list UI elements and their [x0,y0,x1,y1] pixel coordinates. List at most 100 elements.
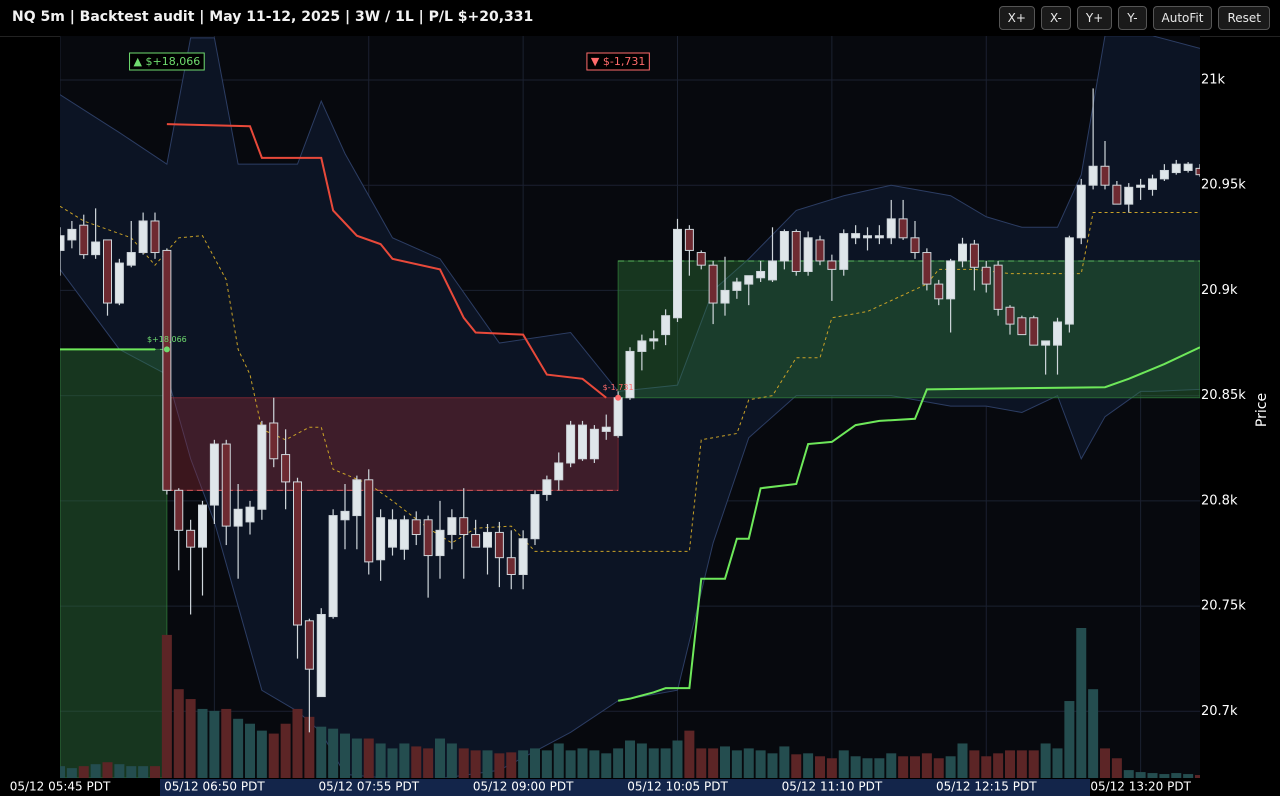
candle-body [399,519,409,550]
trade-marker [615,394,622,401]
candle-body [661,315,671,336]
volume-bar [1111,758,1122,778]
candle-body [281,454,291,483]
volume-bar [755,750,766,778]
candle-body [768,260,777,281]
trade-label-box [129,52,205,71]
candle-body [376,517,386,561]
y-tick-label: 21k [1201,72,1226,87]
candle-body [625,350,635,399]
volume-bar [292,708,303,778]
trade-zone [617,260,1200,399]
candle-body [637,340,647,352]
volume-bar [826,758,837,778]
candle-body [1017,317,1027,336]
volume-bar [815,756,825,778]
toolbar-button[interactable]: Y- [1118,6,1147,30]
candle-body [1041,340,1051,346]
candle-body [1136,184,1146,188]
candle-body [1076,184,1086,239]
candle-body [744,275,754,285]
overlay-line [166,123,607,399]
volume-bar [185,699,196,778]
candle-body [993,264,1003,310]
candle-body [186,529,196,548]
candle-body [518,538,528,576]
volume-bar [993,753,1004,778]
volume-bar [613,748,624,778]
volume-bar [446,743,457,778]
x-tick-label: 05/12 12:15 PDT [936,780,1037,794]
volume-bar [1016,750,1027,778]
volume-bar [1135,772,1146,778]
candle-body [138,220,148,254]
volume-bar [981,756,992,778]
volume-bar [387,748,398,778]
volume-bar [803,753,814,778]
candle-body [423,519,433,557]
volume-bar [1028,750,1039,778]
volume-bar [708,748,719,778]
candle-body [542,479,552,496]
candle-body [589,428,599,460]
band-line [60,269,1200,778]
volume-bar [779,746,790,778]
volume-bar [838,750,849,778]
candle-body [221,443,231,527]
volume-bar [791,754,802,778]
volume-bar [340,733,350,778]
volume-bar [886,753,897,778]
candle-body [910,237,920,254]
trade-label-box [586,52,650,71]
volume-bar [399,743,410,778]
candle-body [1053,321,1062,346]
volume-bar [933,758,944,778]
volume-bar [60,766,65,778]
toolbar-button[interactable]: AutoFit [1152,6,1213,30]
volume-bar [553,743,564,778]
trade-label: ▼ $-1,731 [591,55,645,68]
volume-bar [625,740,635,778]
volume-bar [945,756,956,778]
volume-bar [78,766,89,778]
toolbar-button[interactable]: X- [1040,6,1071,30]
candle-body [1183,163,1193,171]
candle-body [969,243,979,268]
volume-bar [161,634,172,778]
x-tick-label: 05/12 05:45 PDT [10,780,111,794]
candle-body [874,235,884,239]
trade-marker-label: $-1,731 [603,383,634,392]
toolbar-button[interactable]: Reset [1218,6,1270,30]
volume-bar [1040,743,1051,778]
candle-body [946,260,956,300]
volume-bar [245,723,255,778]
candle-body [839,233,849,270]
volume-bar [518,750,529,778]
volume-bar [363,738,374,778]
candle-body [827,260,837,270]
volume-bar [173,689,184,778]
candle-body [815,239,825,262]
x-tick-label: 05/12 09:00 PDT [473,780,574,794]
candle-body [459,517,469,536]
volume-bar [1005,750,1015,778]
candle-body [174,489,184,531]
volume-bar [957,743,968,778]
volume-bar [280,723,291,778]
volume-bar [506,752,517,778]
volume-bar [672,740,683,778]
volume-bar [423,748,434,778]
candle-body [162,249,172,491]
toolbar-button[interactable]: Y+ [1076,6,1113,30]
x-tick-label: 05/12 07:55 PDT [318,780,419,794]
candle-body [720,289,730,304]
candle-body [114,262,124,304]
volume-bar [1123,770,1134,778]
candle-body [1159,169,1169,180]
volume-bar [696,748,707,778]
toolbar-button[interactable]: X+ [998,6,1035,30]
x-range-strip [160,779,1090,796]
candle-body [435,529,445,557]
candle-body [886,218,896,239]
x-tick-label: 05/12 11:10 PDT [782,780,883,794]
